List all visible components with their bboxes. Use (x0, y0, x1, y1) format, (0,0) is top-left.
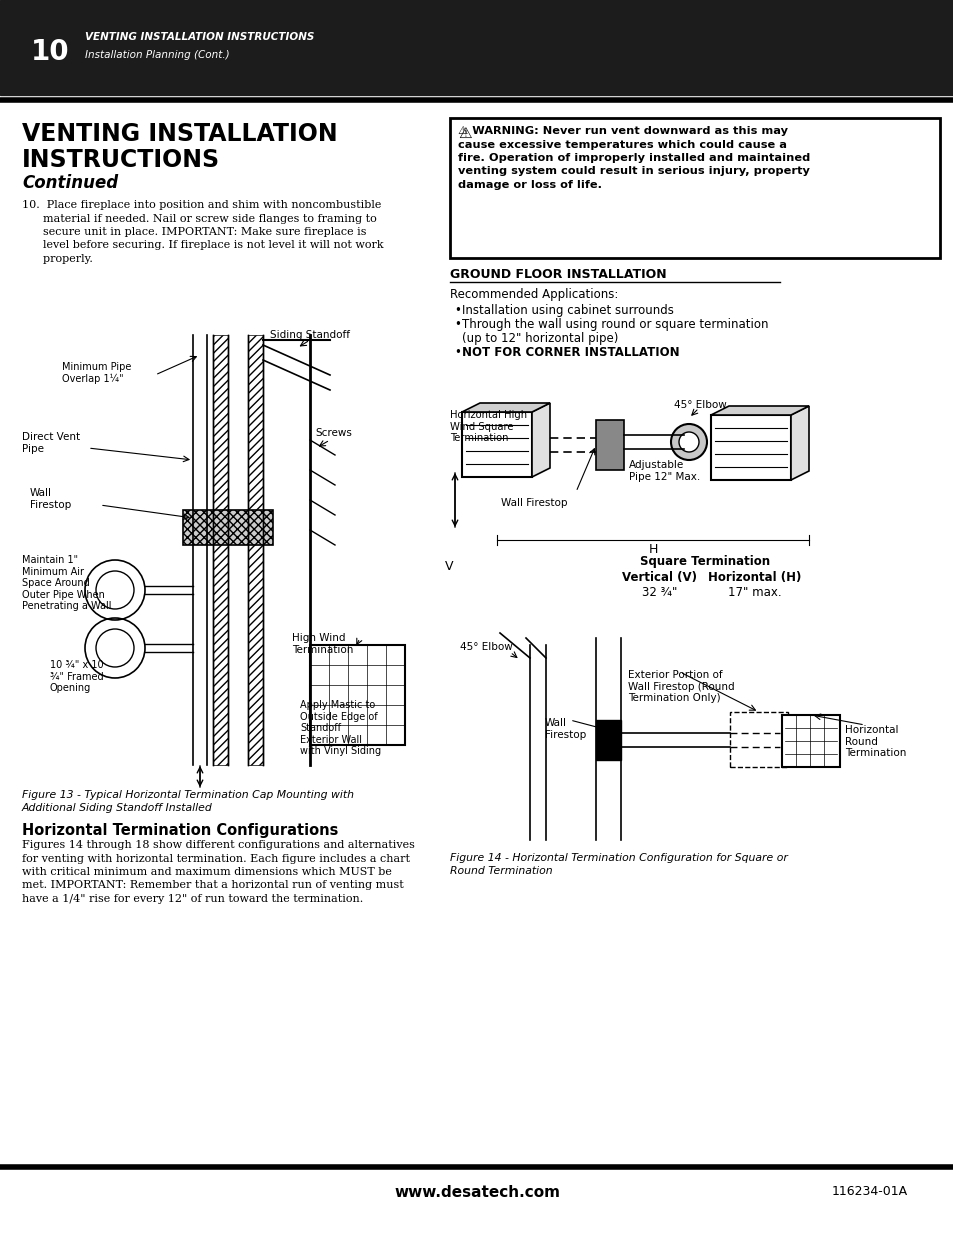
Text: met. IMPORTANT: Remember that a horizontal run of venting must: met. IMPORTANT: Remember that a horizont… (22, 881, 403, 890)
Text: 10.  Place fireplace into position and shim with noncombustible: 10. Place fireplace into position and sh… (22, 200, 381, 210)
Bar (213, 335, 228, 764)
Polygon shape (790, 406, 808, 480)
Text: cause excessive temperatures which could cause a: cause excessive temperatures which could… (457, 140, 786, 149)
Text: Vertical (V): Vertical (V) (622, 571, 697, 584)
Bar (729, 713, 787, 767)
Text: Screws: Screws (314, 429, 352, 438)
Text: Horizontal
Round
Termination: Horizontal Round Termination (844, 725, 905, 758)
Text: Through the wall using round or square termination: Through the wall using round or square t… (461, 317, 768, 331)
Text: Installation using cabinet surrounds: Installation using cabinet surrounds (461, 304, 673, 317)
Text: Wall
Firestop: Wall Firestop (544, 718, 586, 740)
Bar (596, 720, 620, 760)
Polygon shape (710, 406, 808, 415)
Text: 32 ¾": 32 ¾" (641, 585, 677, 599)
Text: INSTRUCTIONS: INSTRUCTIONS (22, 148, 220, 172)
Text: Installation Planning (Cont.): Installation Planning (Cont.) (85, 49, 230, 61)
Bar (310, 645, 405, 745)
Text: for venting with horizontal termination. Each figure includes a chart: for venting with horizontal termination.… (22, 853, 410, 863)
Bar (0, 0, 953, 95)
Text: •: • (454, 317, 460, 331)
Text: High Wind
Termination: High Wind Termination (292, 634, 353, 655)
Text: Direct Vent
Pipe: Direct Vent Pipe (22, 432, 80, 453)
Text: fire. Operation of improperly installed and maintained: fire. Operation of improperly installed … (457, 153, 809, 163)
Text: Wall
Firestop: Wall Firestop (30, 488, 71, 510)
Bar (248, 335, 263, 764)
Text: Figure 14 - Horizontal Termination Configuration for Square or: Figure 14 - Horizontal Termination Confi… (450, 853, 787, 863)
Circle shape (679, 432, 699, 452)
Text: 116234-01A: 116234-01A (831, 1186, 907, 1198)
Text: damage or loss of life.: damage or loss of life. (457, 180, 601, 190)
Text: •: • (454, 346, 460, 359)
Text: Square Termination: Square Termination (639, 555, 769, 568)
Text: material if needed. Nail or screw side flanges to framing to: material if needed. Nail or screw side f… (22, 214, 376, 224)
Text: V: V (444, 559, 453, 573)
Text: Figures 14 through 18 show different configurations and alternatives: Figures 14 through 18 show different con… (22, 840, 415, 850)
Text: Siding Standoff: Siding Standoff (270, 330, 350, 340)
Text: have a 1/4" rise for every 12" of run toward the termination.: have a 1/4" rise for every 12" of run to… (22, 894, 363, 904)
Text: Figure 13 - Typical Horizontal Termination Cap Mounting with: Figure 13 - Typical Horizontal Terminati… (22, 790, 354, 800)
Text: 10: 10 (30, 38, 70, 65)
Bar (710, 415, 790, 480)
Text: 17" max.: 17" max. (727, 585, 781, 599)
Text: VENTING INSTALLATION INSTRUCTIONS: VENTING INSTALLATION INSTRUCTIONS (85, 32, 314, 42)
Text: Continued: Continued (22, 174, 118, 191)
Text: •: • (454, 304, 460, 317)
Text: Adjustable
Pipe 12" Max.: Adjustable Pipe 12" Max. (628, 459, 700, 482)
Text: Horizontal Termination Configurations: Horizontal Termination Configurations (22, 823, 338, 839)
Bar (596, 420, 623, 471)
Text: with critical minimum and maximum dimensions which MUST be: with critical minimum and maximum dimens… (22, 867, 392, 877)
Text: Exterior Portion of
Wall Firestop (Round
Termination Only): Exterior Portion of Wall Firestop (Round… (627, 671, 734, 703)
Text: NOT FOR CORNER INSTALLATION: NOT FOR CORNER INSTALLATION (461, 346, 679, 359)
Polygon shape (461, 403, 550, 412)
Text: secure unit in place. IMPORTANT: Make sure fireplace is: secure unit in place. IMPORTANT: Make su… (22, 227, 366, 237)
Text: Recommended Applications:: Recommended Applications: (450, 288, 618, 301)
Text: Round Termination: Round Termination (450, 866, 552, 876)
Text: Apply Mastic to
Outside Edge of
Standoff
Exterior Wall
with Vinyl Siding: Apply Mastic to Outside Edge of Standoff… (299, 700, 381, 756)
Text: ⚠ WARNING: Never run vent downward as this may: ⚠ WARNING: Never run vent downward as th… (457, 126, 787, 136)
Text: Wall Firestop: Wall Firestop (500, 498, 567, 508)
Text: (up to 12" horizontal pipe): (up to 12" horizontal pipe) (461, 332, 618, 345)
Text: Horizontal (H): Horizontal (H) (707, 571, 801, 584)
Text: Maintain 1"
Minimum Air
Space Around
Outer Pipe When
Penetrating a Wall: Maintain 1" Minimum Air Space Around Out… (22, 555, 112, 611)
Bar (450, 119, 939, 258)
Text: H: H (648, 543, 657, 556)
Text: Minimum Pipe
Overlap 1¼": Minimum Pipe Overlap 1¼" (62, 362, 132, 384)
Text: GROUND FLOOR INSTALLATION: GROUND FLOOR INSTALLATION (450, 268, 666, 282)
Text: venting system could result in serious injury, property: venting system could result in serious i… (457, 167, 809, 177)
Polygon shape (532, 403, 550, 477)
Bar (461, 412, 532, 477)
Text: ⚠: ⚠ (457, 126, 471, 141)
Text: 45° Elbow: 45° Elbow (459, 642, 512, 652)
Bar (183, 510, 273, 545)
Text: Horizontal High
Wind Square
Termination: Horizontal High Wind Square Termination (450, 410, 527, 443)
Text: VENTING INSTALLATION: VENTING INSTALLATION (22, 122, 337, 146)
Circle shape (670, 424, 706, 459)
Text: www.desatech.com: www.desatech.com (394, 1186, 559, 1200)
Text: 10 ¾" x 10
¾" Framed
Opening: 10 ¾" x 10 ¾" Framed Opening (50, 659, 104, 693)
Text: properly.: properly. (22, 254, 92, 264)
Text: Additional Siding Standoff Installed: Additional Siding Standoff Installed (22, 803, 213, 813)
Text: 45° Elbow: 45° Elbow (673, 400, 726, 410)
Bar (781, 715, 840, 767)
Text: level before securing. If fireplace is not level it will not work: level before securing. If fireplace is n… (22, 241, 383, 251)
